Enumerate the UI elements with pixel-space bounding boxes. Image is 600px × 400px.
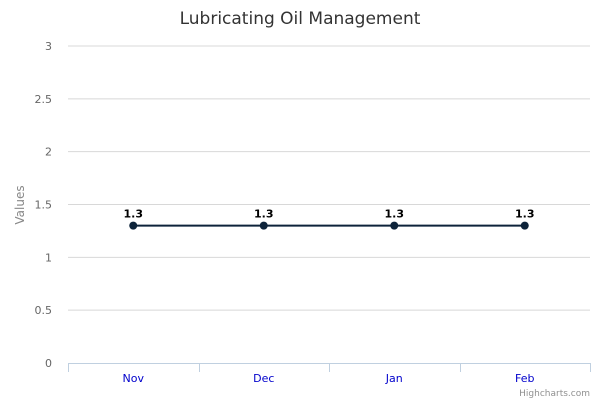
data-point[interactable] xyxy=(259,221,268,230)
y-tick-label: 0 xyxy=(45,357,52,370)
data-label: 1.3 xyxy=(124,208,144,221)
credits[interactable]: Highcharts.com xyxy=(519,389,590,399)
y-tick-label: 0.5 xyxy=(35,304,53,317)
x-tick-label: Nov xyxy=(123,372,145,385)
y-tick-label: 2 xyxy=(45,146,52,159)
data-point[interactable] xyxy=(390,221,399,230)
y-tick-label: 2.5 xyxy=(35,93,53,106)
series xyxy=(129,221,529,230)
data-label: 1.3 xyxy=(254,208,274,221)
x-axis: Nov Dec Jan Feb xyxy=(68,363,591,385)
y-tick-label: 1.5 xyxy=(35,199,53,212)
data-label: 1.3 xyxy=(515,208,535,221)
x-tick-label: Jan xyxy=(385,372,403,385)
y-axis-ticks: 0 0.5 1 1.5 2 2.5 3 xyxy=(35,40,53,370)
data-labels: 1.3 1.3 1.3 1.3 xyxy=(124,208,535,221)
chart-title: Lubricating Oil Management xyxy=(180,9,421,29)
y-tick-label: 1 xyxy=(45,251,52,264)
y-tick-label: 3 xyxy=(45,40,52,53)
x-tick-label: Dec xyxy=(253,372,274,385)
x-tick-label: Feb xyxy=(515,372,534,385)
data-label: 1.3 xyxy=(385,208,405,221)
y-axis-title: Values xyxy=(13,185,27,224)
grid-lines xyxy=(68,45,590,311)
data-point[interactable] xyxy=(129,221,138,230)
data-point[interactable] xyxy=(520,221,529,230)
